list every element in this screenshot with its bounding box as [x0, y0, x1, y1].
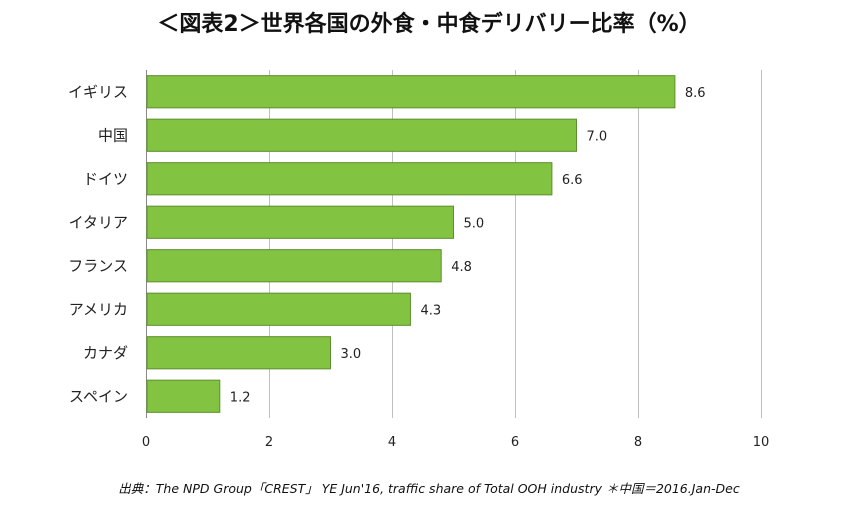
data-label: 5.0	[464, 216, 485, 231]
x-tick-label: 0	[142, 435, 150, 450]
x-tick-label: 8	[634, 435, 642, 450]
bar	[146, 379, 221, 413]
category-label: 中国	[98, 126, 128, 144]
x-axis-ticks: 0 2 4 6 8 10	[142, 435, 769, 450]
category-label: イタリア	[69, 213, 128, 231]
x-tick-label: 10	[753, 435, 770, 450]
bar	[146, 118, 577, 152]
category-label: ドイツ	[83, 170, 128, 188]
bar	[146, 75, 676, 109]
bar	[146, 336, 331, 370]
category-label: アメリカ	[69, 300, 128, 318]
source-note: 出典：The NPD Group「CREST」 YE Jun'16, traff…	[118, 481, 740, 496]
x-tick-label: 6	[511, 435, 519, 450]
data-label: 8.6	[685, 86, 706, 101]
category-label: フランス	[68, 257, 128, 275]
bar	[146, 205, 454, 239]
value-labels: 8.6 7.0 6.6 5.0 4.8 4.3 3.0 1.2	[230, 86, 706, 406]
data-label: 3.0	[341, 347, 362, 362]
x-tick-label: 2	[265, 435, 273, 450]
bar	[146, 249, 442, 283]
data-label: 1.2	[230, 390, 251, 405]
data-label: 7.0	[587, 129, 608, 144]
category-label: スペイン	[69, 387, 128, 405]
data-label: 4.8	[451, 260, 472, 275]
bar	[146, 162, 553, 196]
x-tick-label: 4	[388, 435, 396, 450]
data-label: 6.6	[562, 173, 583, 188]
bar	[146, 292, 411, 326]
category-label: カナダ	[83, 344, 128, 362]
bars	[146, 75, 676, 413]
category-label: イギリス	[68, 83, 128, 101]
chart-title: ＜図表2＞世界各国の外食・中食デリバリー比率（%）	[157, 12, 701, 37]
data-label: 4.3	[420, 303, 441, 318]
